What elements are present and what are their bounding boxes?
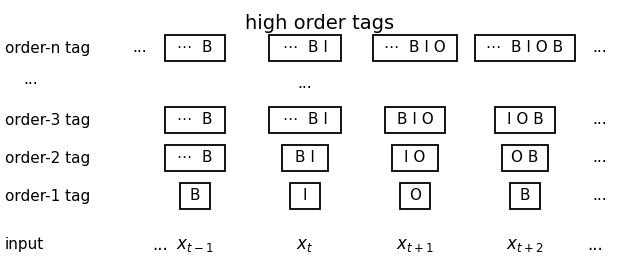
Text: $x_t$: $x_t$ — [296, 236, 314, 254]
Text: B I: B I — [295, 151, 315, 166]
Bar — [400, 183, 430, 209]
Text: ...: ... — [593, 41, 607, 56]
Text: I: I — [303, 189, 307, 203]
Text: ...: ... — [298, 77, 312, 92]
Bar — [165, 107, 225, 133]
Text: O: O — [409, 189, 421, 203]
Bar — [269, 35, 341, 61]
Text: order-1 tag: order-1 tag — [5, 189, 90, 203]
Text: ⋯  B I O B: ⋯ B I O B — [486, 41, 564, 56]
Text: ⋯  B I: ⋯ B I — [283, 41, 328, 56]
Text: high order tags: high order tags — [245, 14, 395, 33]
Text: ⋯  B: ⋯ B — [177, 151, 212, 166]
Bar — [290, 183, 320, 209]
Bar — [392, 145, 438, 171]
Text: I O: I O — [404, 151, 426, 166]
Bar — [269, 107, 341, 133]
Text: $x_{t+2}$: $x_{t+2}$ — [506, 236, 544, 254]
Text: ⋯  B I: ⋯ B I — [283, 112, 328, 128]
Text: ...: ... — [23, 73, 38, 88]
Bar — [502, 145, 548, 171]
Text: input: input — [5, 238, 44, 253]
Text: $x_{t-1}$: $x_{t-1}$ — [176, 236, 214, 254]
Text: B I O: B I O — [397, 112, 433, 128]
Bar — [373, 35, 457, 61]
Text: $x_{t+1}$: $x_{t+1}$ — [396, 236, 434, 254]
Text: order-n tag: order-n tag — [5, 41, 90, 56]
Bar — [165, 35, 225, 61]
Text: ...: ... — [593, 189, 607, 203]
Bar — [282, 145, 328, 171]
Text: ...: ... — [593, 112, 607, 128]
Bar — [495, 107, 555, 133]
Text: B: B — [189, 189, 200, 203]
Bar — [180, 183, 210, 209]
Text: ...: ... — [132, 41, 147, 56]
Text: O B: O B — [511, 151, 539, 166]
Text: ...: ... — [587, 236, 603, 254]
Text: ...: ... — [593, 151, 607, 166]
Text: ⋯  B: ⋯ B — [177, 41, 212, 56]
Bar — [510, 183, 540, 209]
Text: order-2 tag: order-2 tag — [5, 151, 90, 166]
Text: I O B: I O B — [507, 112, 543, 128]
Bar — [475, 35, 575, 61]
Text: ⋯  B: ⋯ B — [177, 112, 212, 128]
Bar — [165, 145, 225, 171]
Text: ⋯  B I O: ⋯ B I O — [384, 41, 446, 56]
Text: B: B — [520, 189, 531, 203]
Bar — [385, 107, 445, 133]
Text: order-3 tag: order-3 tag — [5, 112, 90, 128]
Text: ...: ... — [152, 236, 168, 254]
